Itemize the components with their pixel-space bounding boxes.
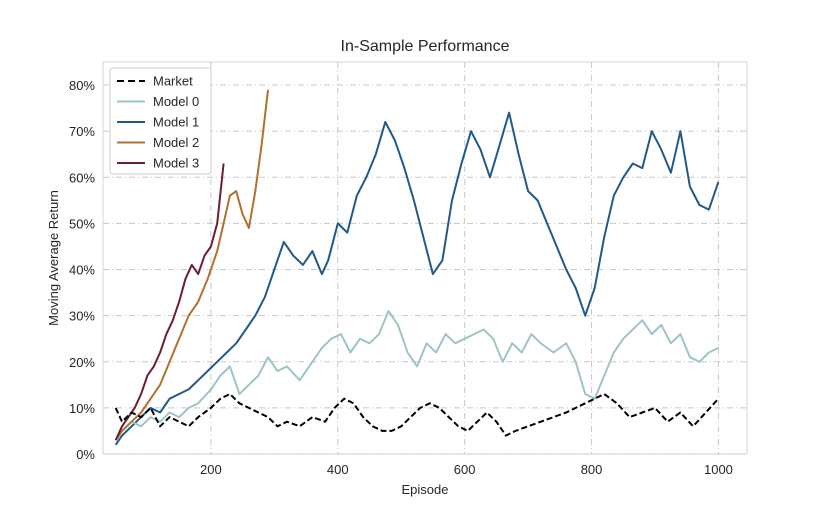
y-tick-label: 60% — [69, 170, 95, 185]
x-tick-label: 200 — [200, 462, 222, 477]
y-tick-label: 50% — [69, 216, 95, 231]
x-axis-ticks: 200 400 600 800 1000 — [200, 462, 733, 477]
legend: Market Model 0 Model 1 Model 2 Model 3 — [109, 67, 212, 175]
x-tick-label: 1000 — [704, 462, 733, 477]
series-line-model-0 — [114, 310, 719, 441]
y-axis-ticks: 0% 10% 20% 30% 40% 50% 60% 70% 80% — [69, 78, 95, 462]
y-tick-label: 30% — [69, 309, 95, 324]
series-layer — [114, 89, 720, 446]
legend-label: Model 1 — [153, 115, 199, 130]
chart-title: In-Sample Performance — [341, 38, 510, 55]
y-tick-label: 0% — [76, 447, 95, 462]
series-line-model-2 — [114, 89, 269, 441]
y-tick-label: 80% — [69, 78, 95, 93]
y-tick-label: 70% — [69, 124, 95, 139]
series-line-market — [114, 393, 720, 437]
y-axis-label: Moving Average Return — [46, 190, 61, 326]
legend-label: Market — [153, 74, 193, 89]
y-tick-label: 20% — [69, 355, 95, 370]
y-tick-label: 10% — [69, 401, 95, 416]
legend-label: Model 3 — [153, 156, 199, 171]
series-line-model-3 — [114, 163, 225, 441]
x-tick-label: 400 — [327, 462, 349, 477]
legend-label: Model 0 — [153, 94, 199, 109]
x-tick-label: 600 — [454, 462, 476, 477]
x-axis-label: Episode — [402, 482, 449, 497]
y-tick-label: 40% — [69, 263, 95, 278]
series-line-model-1 — [114, 111, 720, 446]
legend-label: Model 2 — [153, 135, 199, 150]
legend-box — [109, 67, 212, 175]
x-tick-label: 800 — [581, 462, 603, 477]
